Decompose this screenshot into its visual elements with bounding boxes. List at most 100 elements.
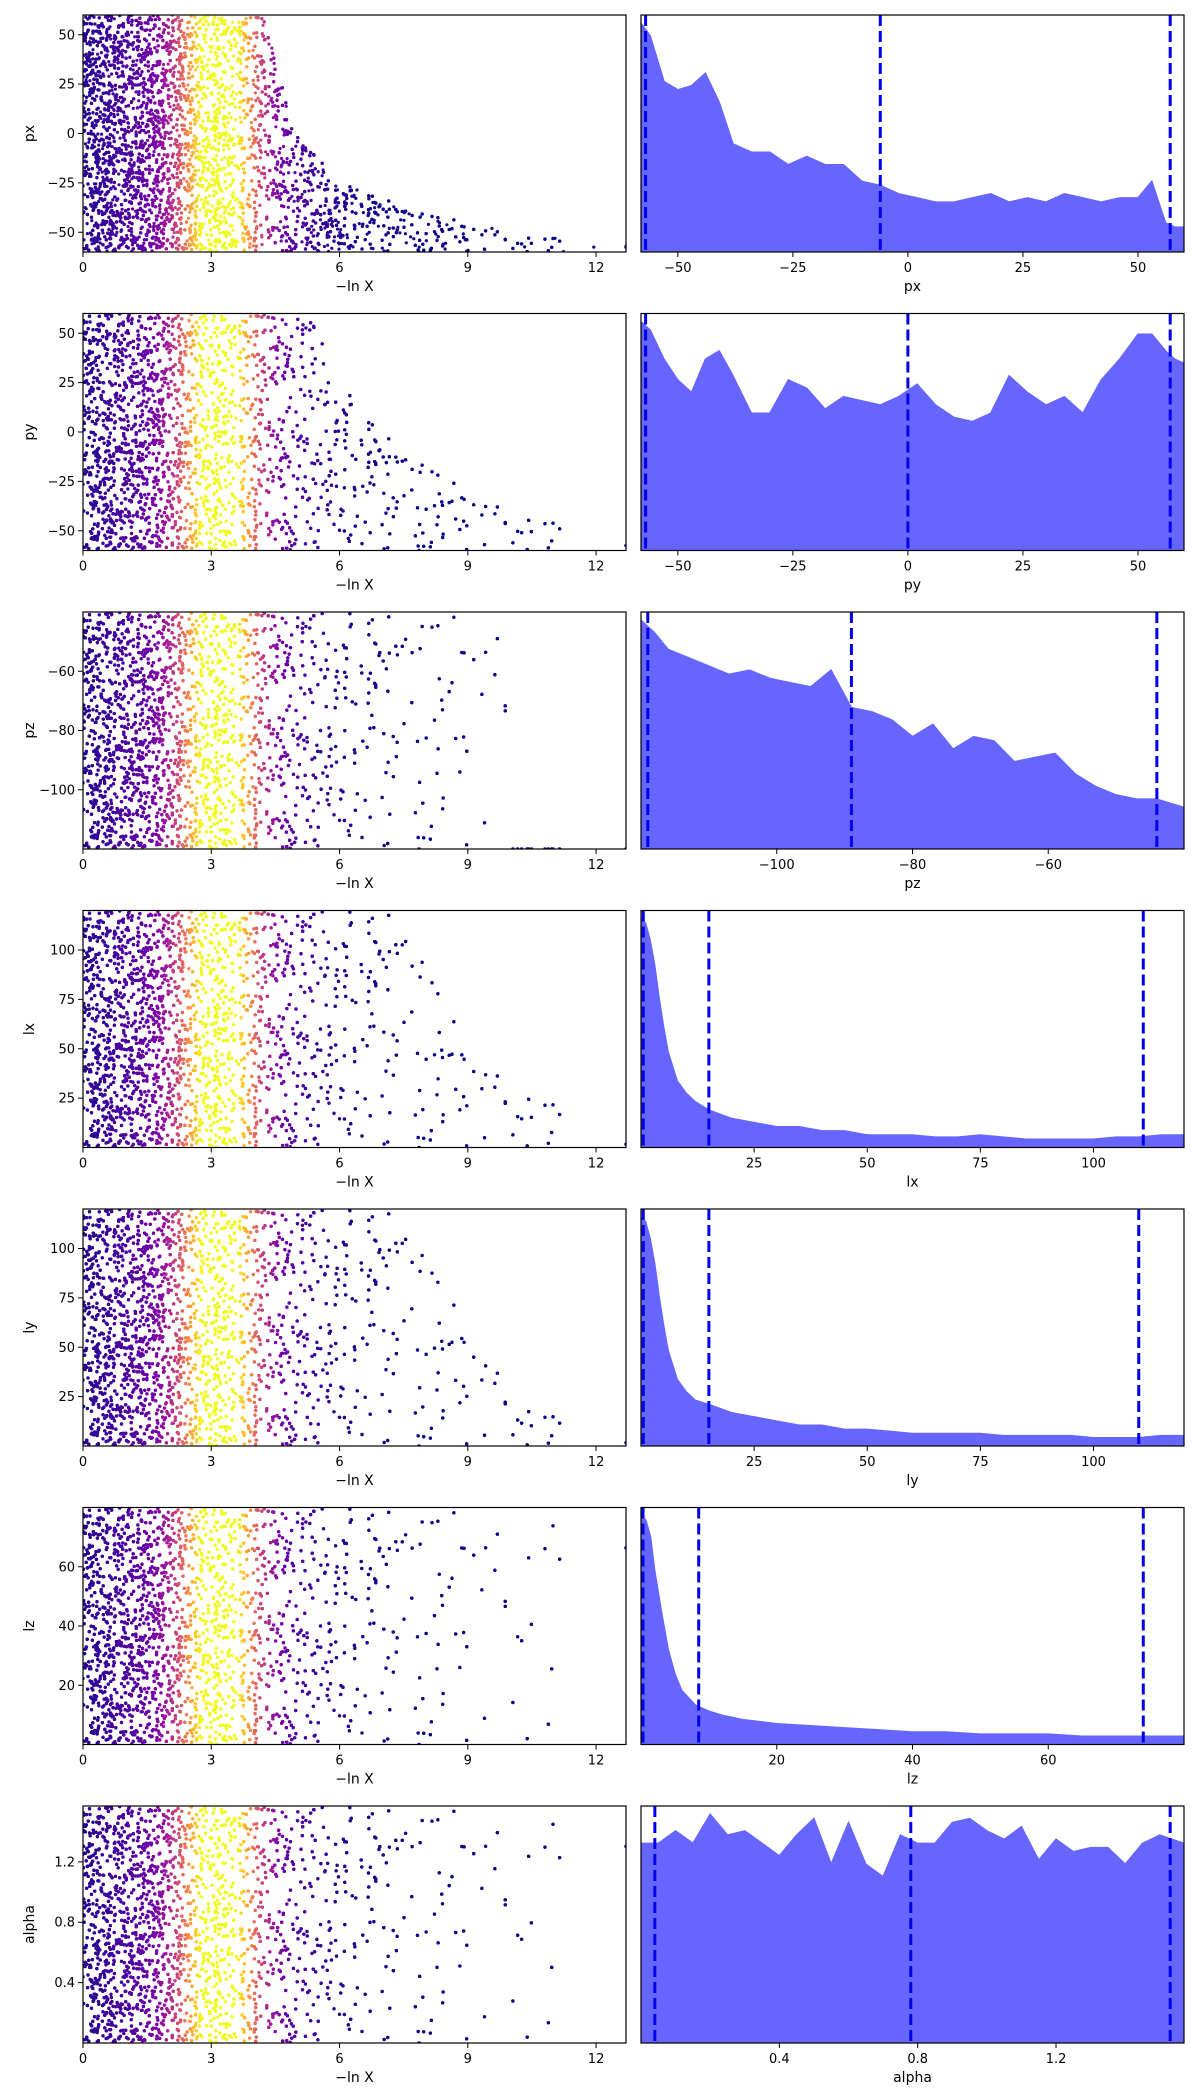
scatter-point xyxy=(89,60,92,63)
scatter-point xyxy=(85,160,88,163)
scatter-point xyxy=(130,158,133,161)
scatter-point xyxy=(154,115,157,118)
scatter-point xyxy=(180,204,183,207)
scatter-point xyxy=(148,230,151,233)
scatter-point xyxy=(111,232,114,235)
scatter-point xyxy=(153,46,156,49)
scatter-point xyxy=(85,53,88,56)
scatter-point xyxy=(85,153,88,156)
scatter-point xyxy=(85,22,88,25)
scatter-point xyxy=(171,236,174,239)
scatter-point xyxy=(166,153,169,156)
scatter-point xyxy=(155,140,158,143)
scatter-point xyxy=(128,216,131,219)
scatter-point xyxy=(179,182,182,185)
scatter-point xyxy=(171,34,174,37)
scatter-point xyxy=(164,222,167,225)
scatter-point xyxy=(131,171,134,174)
scatter-point xyxy=(117,67,120,70)
scatter-point xyxy=(163,28,166,31)
scatter-point xyxy=(166,84,169,87)
scatter-point xyxy=(176,103,179,106)
scatter-point xyxy=(142,242,145,245)
scatter-point xyxy=(141,173,144,176)
scatter-point xyxy=(135,146,138,149)
scatter-point xyxy=(172,153,175,156)
scatter-point xyxy=(107,107,110,110)
scatter-point xyxy=(167,212,170,215)
scatter-point xyxy=(177,238,180,241)
scatter-point xyxy=(161,157,164,160)
scatter-point xyxy=(143,195,146,198)
scatter-point xyxy=(115,231,118,234)
scatter-point xyxy=(151,91,154,94)
scatter-point xyxy=(90,219,93,222)
scatter-point xyxy=(92,78,95,81)
scatter-point xyxy=(109,243,112,246)
scatter-point xyxy=(158,227,161,230)
scatter-point xyxy=(113,66,116,69)
scatter-point xyxy=(101,231,104,234)
scatter-point xyxy=(154,239,157,242)
scatter-point xyxy=(175,224,178,227)
scatter-point xyxy=(135,90,138,93)
scatter-point xyxy=(173,71,176,74)
scatter-point xyxy=(169,50,172,53)
scatter-point xyxy=(124,199,127,202)
scatter-point xyxy=(86,213,89,216)
scatter-point xyxy=(184,117,187,120)
scatter-point xyxy=(127,78,130,81)
scatter-point xyxy=(97,224,100,227)
scatter-point xyxy=(163,153,166,156)
scatter-point xyxy=(185,46,188,49)
scatter-point xyxy=(134,124,137,127)
scatter-point xyxy=(86,222,89,225)
scatter-point xyxy=(175,123,178,126)
scatter-point xyxy=(155,124,158,127)
scatter-point xyxy=(120,228,123,231)
scatter-point xyxy=(154,18,157,21)
scatter-point xyxy=(135,171,138,174)
scatter-point xyxy=(148,165,151,168)
scatter-point xyxy=(84,142,87,145)
scatter-point xyxy=(167,198,170,201)
scatter-point xyxy=(117,160,120,163)
scatter-point xyxy=(120,43,123,46)
scatter-point xyxy=(138,158,141,161)
scatter-point xyxy=(105,54,108,57)
scatter-point xyxy=(156,214,159,217)
scatter-point xyxy=(172,46,175,49)
scatter-point xyxy=(120,190,123,193)
scatter-point xyxy=(135,59,138,62)
scatter-point xyxy=(124,159,127,162)
scatter-point xyxy=(150,67,153,70)
scatter-point xyxy=(163,176,166,179)
scatter-point xyxy=(131,76,134,79)
scatter-point xyxy=(150,18,153,21)
scatter-point xyxy=(107,75,110,78)
scatter-point xyxy=(179,78,182,81)
scatter-point xyxy=(136,238,139,241)
scatter-point xyxy=(132,60,135,63)
scatter-point xyxy=(117,172,120,175)
scatter-point xyxy=(98,88,101,91)
scatter-point xyxy=(109,19,112,22)
scatter-point xyxy=(112,41,115,44)
scatter-point xyxy=(107,228,110,231)
scatter-point xyxy=(148,168,151,171)
scatter-point xyxy=(142,77,145,80)
scatter-point xyxy=(91,111,94,114)
scatter-point xyxy=(178,200,181,203)
scatter-point xyxy=(89,175,92,178)
scatter-point xyxy=(121,143,124,146)
scatter-point xyxy=(112,92,115,95)
scatter-point xyxy=(116,58,119,61)
scatter-point xyxy=(116,31,119,34)
scatter-point xyxy=(110,205,113,208)
scatter-point xyxy=(175,107,178,110)
scatter-point xyxy=(158,18,161,21)
scatter-point xyxy=(131,207,134,210)
scatter-point xyxy=(121,212,124,215)
scatter-point xyxy=(181,109,184,112)
